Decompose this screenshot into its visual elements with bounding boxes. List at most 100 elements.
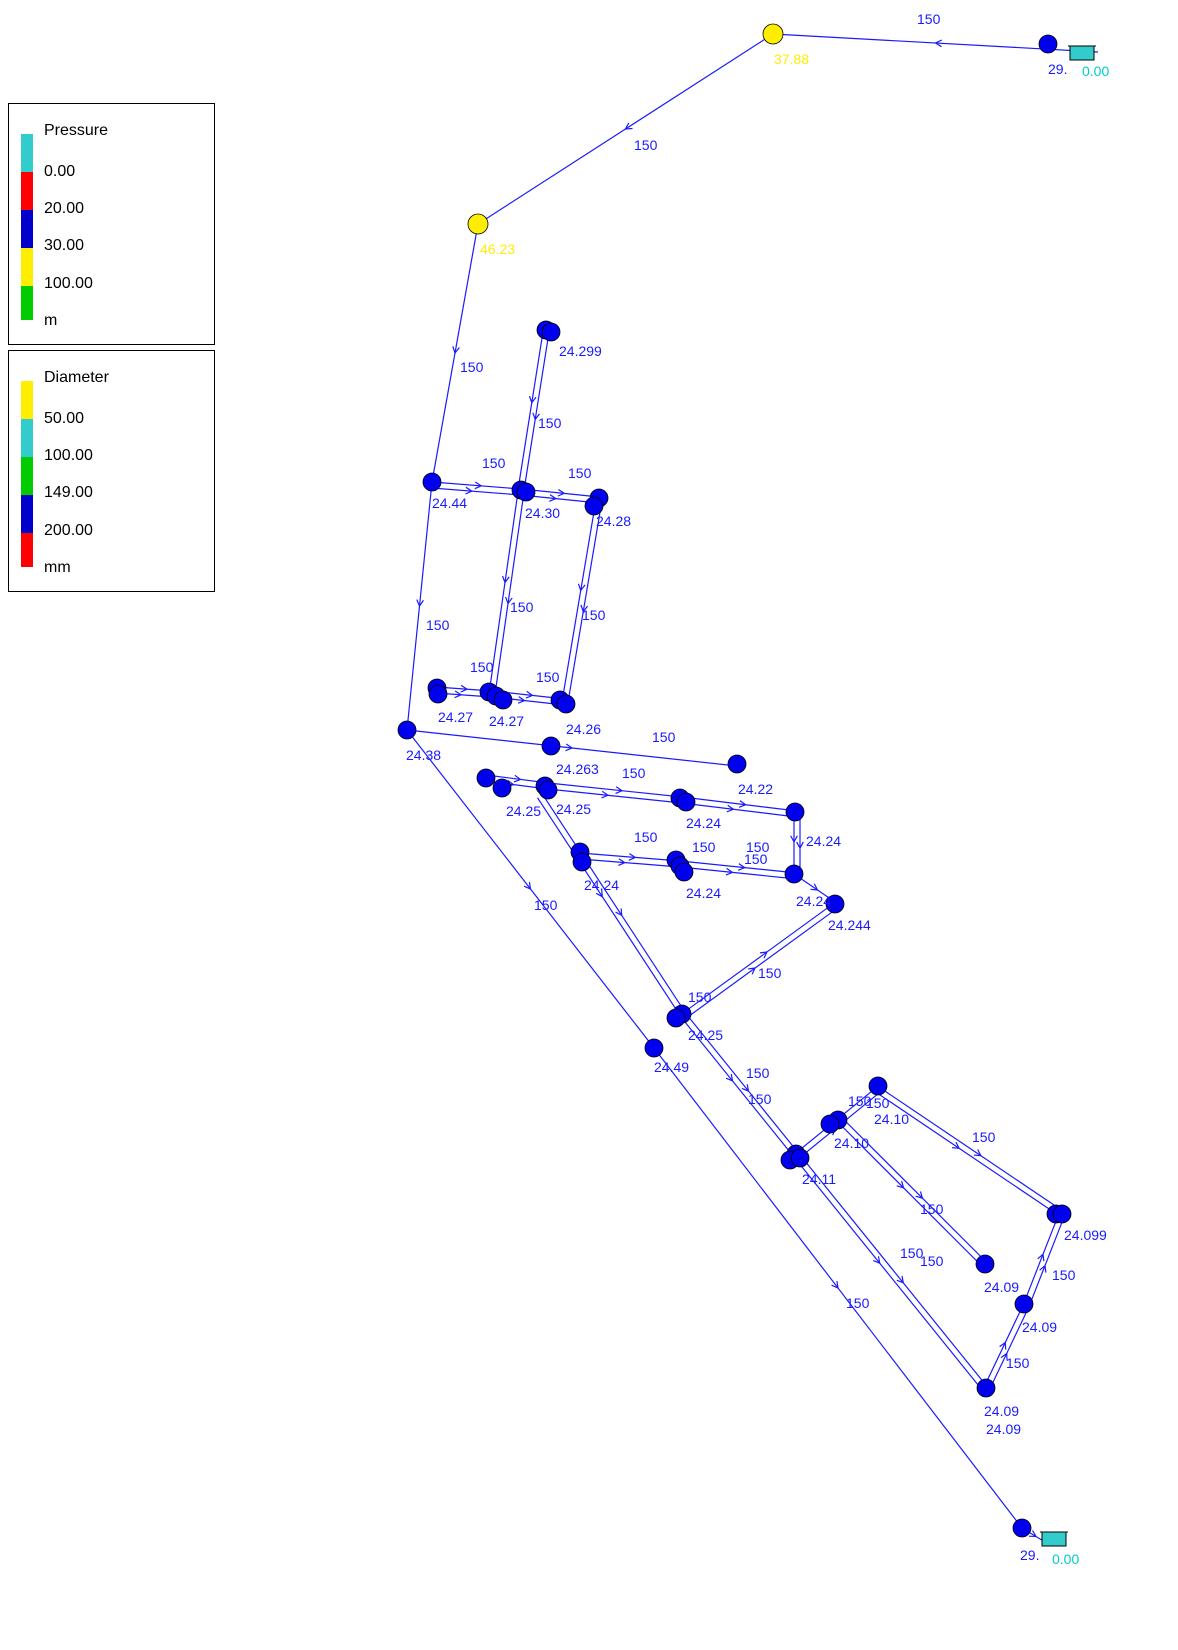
junction-node[interactable]	[1038, 34, 1058, 54]
pressure-swatch-4	[21, 286, 33, 320]
node-pressure-label: 24.09	[986, 1421, 1021, 1437]
pipe-link[interactable]	[680, 860, 798, 874]
diameter-legend-entry: 200.00	[44, 522, 93, 539]
flow-arrow	[738, 800, 747, 808]
junction-node[interactable]	[397, 720, 417, 740]
junction-node[interactable]	[820, 1114, 840, 1134]
pipe-link[interactable]	[1028, 1214, 1066, 1308]
junction-node[interactable]	[556, 694, 576, 714]
pipe-diameter-label: 150	[866, 1095, 890, 1111]
junction-node[interactable]	[644, 1038, 664, 1058]
pipe-link[interactable]	[579, 858, 680, 868]
pipe-link[interactable]	[517, 331, 544, 490]
junction-node[interactable]	[493, 690, 513, 710]
pipe-link[interactable]	[523, 332, 550, 491]
junction-node[interactable]	[784, 864, 804, 884]
pipe-link[interactable]	[798, 1153, 989, 1389]
pipe-link[interactable]	[1022, 1212, 1060, 1306]
pipe-link[interactable]	[567, 500, 603, 703]
pipe-diameter-label: 150	[972, 1129, 996, 1145]
pipe-link[interactable]	[682, 796, 798, 812]
flow-arrow	[952, 1141, 961, 1149]
junction-node[interactable]	[476, 768, 496, 788]
junction-node[interactable]	[868, 1076, 888, 1096]
pipe-diameter-label: 150	[538, 415, 562, 431]
junction-node[interactable]	[538, 780, 558, 800]
junction-node[interactable]	[516, 482, 536, 502]
pipe-link[interactable]	[431, 487, 521, 496]
junction-node[interactable]	[584, 496, 604, 516]
node-pressure-label: 24.244	[828, 917, 871, 933]
junction-node[interactable]	[666, 1008, 686, 1028]
flow-arrow	[725, 867, 734, 876]
pipe-link[interactable]	[681, 802, 797, 818]
junction-node[interactable]	[1012, 1518, 1032, 1538]
pressure-legend-title: Pressure	[44, 122, 109, 139]
pipe-link[interactable]	[548, 782, 683, 798]
pipe-link[interactable]	[542, 794, 688, 1015]
pipe-link[interactable]	[580, 852, 681, 862]
junction-node[interactable]	[785, 802, 805, 822]
node-pressure-label: 24.09	[984, 1403, 1019, 1419]
flow-arrow	[915, 1191, 924, 1200]
junction-node[interactable]	[428, 684, 448, 704]
junction-node[interactable]	[976, 1378, 996, 1398]
reservoir-icon[interactable]	[1041, 1531, 1067, 1547]
pipe-link[interactable]	[982, 1304, 1024, 1389]
pipe-link[interactable]	[679, 866, 797, 880]
pipe-link[interactable]	[794, 1157, 985, 1393]
pipe-diameter-label: 150	[846, 1295, 870, 1311]
junction-node[interactable]	[727, 754, 747, 774]
flow-arrow	[831, 1280, 839, 1289]
pipe-diameter-label: 150	[758, 965, 782, 981]
junction-node[interactable]	[492, 778, 512, 798]
flow-arrow	[513, 774, 522, 783]
pipe-link[interactable]	[561, 499, 597, 702]
pipe-link[interactable]	[685, 1013, 800, 1155]
high-pressure-node[interactable]	[762, 23, 784, 45]
flow-arrow	[896, 1275, 905, 1284]
pipe-link[interactable]	[879, 1087, 1065, 1213]
flow-arrow	[896, 1180, 905, 1189]
pipe-link[interactable]	[685, 905, 841, 1019]
pipe-link[interactable]	[432, 481, 522, 490]
high-pressure-node[interactable]	[467, 213, 489, 235]
pipe-link[interactable]	[494, 492, 525, 695]
node-pressure-label: 24.263	[556, 761, 599, 777]
pipe-link[interactable]	[547, 788, 682, 804]
junction-node[interactable]	[825, 894, 845, 914]
junction-node[interactable]	[790, 1148, 810, 1168]
reservoir-icon[interactable]	[1069, 45, 1095, 61]
diameter-legend-entry: 149.00	[44, 484, 93, 501]
flow-arrow	[577, 583, 586, 592]
reservoir-head-label: 0.00	[1082, 63, 1109, 79]
pipe-link[interactable]	[681, 1017, 796, 1159]
junction-node[interactable]	[975, 1254, 995, 1274]
pipe-link[interactable]	[988, 1307, 1030, 1392]
flow-arrow	[615, 908, 623, 917]
junction-node[interactable]	[1014, 1294, 1034, 1314]
node-pressure-label: 24.28	[596, 513, 631, 529]
flow-arrow	[549, 494, 558, 502]
node-pressure-label: 24.27	[489, 713, 524, 729]
junction-node[interactable]	[674, 862, 694, 882]
pipe-link[interactable]	[841, 1117, 989, 1265]
pipe-link[interactable]	[875, 1091, 1061, 1217]
flow-arrow	[565, 743, 574, 752]
junction-node[interactable]	[422, 472, 442, 492]
junction-node[interactable]	[541, 322, 561, 342]
junction-node[interactable]	[676, 792, 696, 812]
pipe-link[interactable]	[681, 901, 837, 1015]
junction-node[interactable]	[1052, 1204, 1072, 1224]
flow-arrow	[1028, 1530, 1038, 1538]
junction-node[interactable]	[541, 736, 561, 756]
pipe-link[interactable]	[536, 797, 682, 1018]
pipe-link[interactable]	[488, 491, 519, 694]
pressure-legend-unit: m	[44, 312, 58, 329]
junction-node[interactable]	[572, 852, 592, 872]
pipe-diameter-label: 150	[534, 897, 558, 913]
flow-arrow	[501, 575, 510, 584]
pipe-diameter-label: 150	[920, 1253, 944, 1269]
pipe-link[interactable]	[837, 1121, 985, 1269]
